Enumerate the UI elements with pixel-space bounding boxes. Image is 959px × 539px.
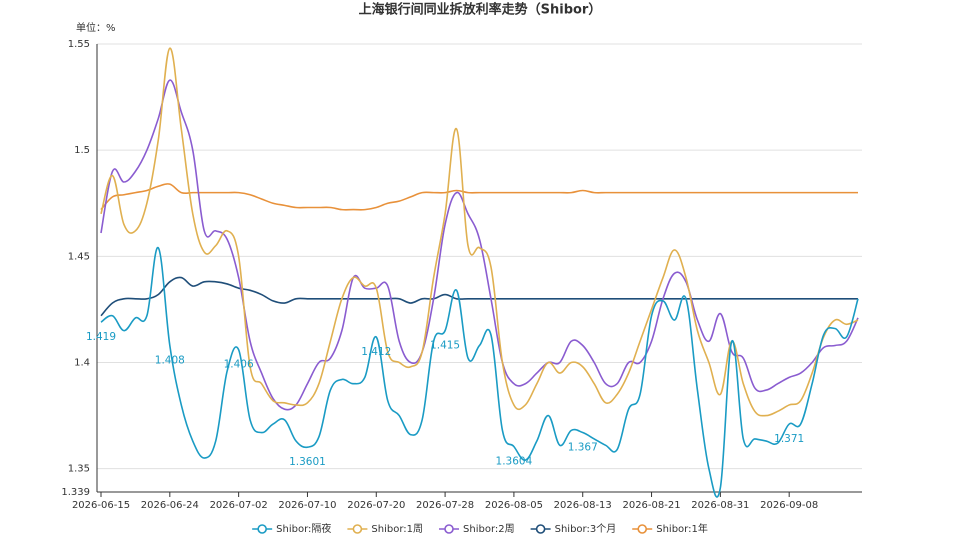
series-line bbox=[100, 247, 859, 498]
legend-marker bbox=[637, 524, 648, 534]
y-tick-label: 1.45 bbox=[68, 251, 90, 262]
legend-label: Shibor:3个月 bbox=[555, 523, 617, 535]
legend-marker bbox=[352, 524, 363, 534]
data-label: 1.415 bbox=[430, 340, 460, 352]
legend-item: Shibor:1年 bbox=[632, 522, 708, 535]
x-tick-label: 2026-07-20 bbox=[347, 500, 405, 511]
y-tick-label: 1.55 bbox=[68, 39, 90, 50]
data-label: 1.371 bbox=[774, 433, 804, 445]
legend-marker bbox=[535, 524, 546, 534]
series-line bbox=[100, 276, 858, 317]
legend-item: Shibor:3个月 bbox=[530, 523, 617, 535]
legend-label: Shibor:1年 bbox=[656, 522, 708, 535]
series-line bbox=[100, 47, 859, 417]
data-label: 1.3604 bbox=[496, 456, 533, 468]
y-tick-label: 1.35 bbox=[68, 464, 90, 475]
x-tick-label: 2026-07-28 bbox=[416, 500, 474, 511]
x-tick-label: 2026-09-08 bbox=[760, 500, 818, 511]
legend: Shibor:隔夜 Shibor:1周 Shibor:2周 Shibor:3个月 Shi… bbox=[252, 522, 708, 535]
y-tick-label: 1.4 bbox=[74, 357, 90, 368]
grid-layer: 1.339 1.35 1.4 1.45 1.5 1.55 2026-06-15 2026-06… bbox=[61, 39, 862, 511]
data-label: 1.412 bbox=[361, 346, 391, 358]
legend-item: Shibor:1周 bbox=[347, 523, 423, 535]
x-tick-label: 2026-06-15 bbox=[72, 500, 130, 511]
x-tick-label: 2026-08-21 bbox=[622, 500, 680, 511]
legend-marker bbox=[257, 524, 267, 534]
legend-marker bbox=[444, 524, 454, 534]
x-tick-label: 2026-06-24 bbox=[141, 500, 199, 511]
x-tick-label: 2026-07-02 bbox=[210, 500, 268, 511]
x-tick-label: 2026-08-13 bbox=[554, 500, 612, 511]
x-tick-label: 2026-08-31 bbox=[691, 500, 749, 511]
data-label: 1.3601 bbox=[289, 456, 326, 468]
y-tick-label: 1.5 bbox=[74, 145, 90, 156]
legend-item: Shibor:2周 bbox=[439, 523, 515, 535]
data-label: 1.419 bbox=[86, 331, 116, 343]
series-layer bbox=[100, 47, 859, 498]
x-tick-label: 2026-08-05 bbox=[485, 500, 543, 511]
y-axis-label: 单位：% bbox=[76, 21, 116, 34]
series-line bbox=[100, 183, 858, 211]
series-line bbox=[100, 79, 859, 411]
y-tick-label: 1.339 bbox=[61, 487, 90, 498]
legend-label: Shibor:1周 bbox=[371, 523, 423, 535]
data-label: 1.367 bbox=[568, 442, 598, 454]
chart-title: 上海银行间同业拆放利率走势（Shibor） bbox=[359, 2, 602, 18]
x-tick-label: 2026-07-10 bbox=[278, 500, 336, 511]
label-layer: 1.419 1.408 1.406 1.3601 1.412 1.415 1.3604 1.3… bbox=[86, 331, 804, 468]
data-label: 1.406 bbox=[224, 359, 254, 371]
legend-item: Shibor:隔夜 bbox=[252, 522, 331, 535]
data-label: 1.408 bbox=[155, 354, 185, 366]
legend-label: Shibor:隔夜 bbox=[276, 522, 331, 535]
legend-label: Shibor:2周 bbox=[463, 523, 515, 535]
